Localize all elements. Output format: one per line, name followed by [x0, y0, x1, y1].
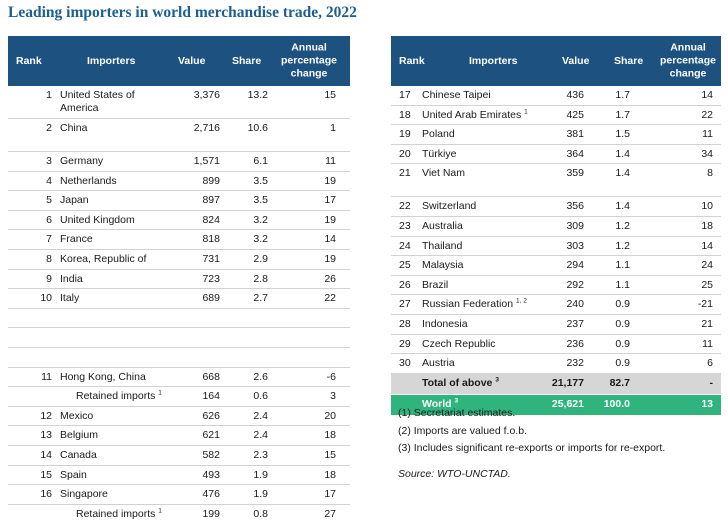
total-row: Total of above 3 21,177 82.7 - — [391, 373, 721, 395]
table-row: 21 Viet Nam 359 1.4 8 — [391, 164, 721, 198]
table-row: 6 United Kingdom 824 3.2 19 — [8, 211, 350, 231]
table-row: 23 Australia 309 1.2 18 — [391, 217, 721, 237]
header-importers: Importers — [469, 55, 518, 67]
table-row: 4 Netherlands 899 3.5 19 — [8, 172, 350, 192]
table-row: 25 Malaysia 294 1.1 24 — [391, 256, 721, 276]
footnote-2: (2) Imports are valued f.o.b. — [398, 424, 527, 437]
table-row: 8 Korea, Republic of 731 2.9 19 — [8, 250, 350, 270]
table-row: 17 Chinese Taipei 436 1.7 14 — [391, 86, 721, 106]
table-row: 2 China 2,716 10.6 1 — [8, 119, 350, 152]
table-header: Rank Importers Value Share Annual percent… — [8, 36, 350, 86]
table-row: 1 United States of America 3,376 13.2 15 — [8, 86, 350, 119]
header-share: Share — [232, 55, 262, 67]
table-row: 3 Germany 1,571 6.1 11 — [8, 152, 350, 172]
importers-table-right: Rank Importers Value Share Annual percent… — [391, 36, 721, 415]
table-row-retained: Retained imports 1 199 0.8 27 — [76, 507, 336, 520]
header-annual-change: Annual percentage change — [659, 41, 717, 80]
table-row: 13 Belgium 621 2.4 18 — [8, 426, 350, 446]
importers-table-left: Rank Importers Value Share Annual percent… — [8, 36, 350, 523]
table-row: 14 Canada 582 2.3 15 — [8, 446, 350, 466]
header-rank: Rank — [16, 55, 42, 67]
table-row: 29 Czech Republic 236 0.9 11 — [391, 335, 721, 355]
table-row: 9 India 723 2.8 26 — [8, 270, 350, 290]
table-row: 20 Türkiye 364 1.4 34 — [391, 145, 721, 165]
header-rank: Rank — [399, 55, 425, 67]
table-row-empty — [8, 309, 350, 329]
table-row: 22 Switzerland 356 1.4 10 — [391, 197, 721, 217]
footnotes: (1) Secretariat estimates. (2) Imports a… — [398, 405, 665, 458]
table-row: 10 Italy 689 2.7 22 — [8, 289, 350, 309]
table-row: 24 Thailand 303 1.2 14 — [391, 237, 721, 257]
header-annual-change: Annual percentage change — [280, 41, 338, 80]
page-title: Leading importers in world merchandise t… — [8, 4, 357, 21]
table-row: 28 Indonesia 237 0.9 21 — [391, 315, 721, 335]
world-row: World 3 25,621 100.0 13 — [391, 394, 721, 415]
table-row: 7 France 818 3.2 14 — [8, 230, 350, 250]
table-row-retained: Retained imports 1 164 0.6 3 — [8, 387, 350, 407]
header-value: Value — [178, 55, 206, 67]
table-row: 11 Hong Kong, China 668 2.6 -6 — [8, 368, 350, 388]
footnote-1: (1) Secretariat estimates. — [398, 407, 516, 419]
header-importers: Importers — [87, 55, 136, 67]
table-row: 15 Spain 493 1.9 18 — [8, 466, 350, 486]
table-row: 5 Japan 897 3.5 17 — [8, 191, 350, 211]
table-row: 18 United Arab Emirates 1 425 1.7 22 — [391, 106, 721, 126]
footnote-3: (3) Includes significant re-exports or i… — [398, 442, 666, 454]
table-header: Rank Importers Value Share Annual percent… — [391, 36, 721, 86]
header-share: Share — [614, 55, 644, 67]
table-row: 27 Russian Federation 1, 2 240 0.9 -21 — [391, 295, 721, 315]
header-value: Value — [562, 55, 590, 67]
source-note: Source: WTO-UNCTAD. — [398, 468, 511, 480]
table-row: 30 Austria 232 0.9 6 — [391, 354, 721, 374]
table-row-empty — [8, 348, 350, 368]
table-row: 12 Mexico 626 2.4 20 — [8, 407, 350, 427]
table-row: 26 Brazil 292 1.1 25 — [391, 276, 721, 296]
table-row: 19 Poland 381 1.5 11 — [391, 125, 721, 145]
table-row-empty — [8, 328, 350, 348]
